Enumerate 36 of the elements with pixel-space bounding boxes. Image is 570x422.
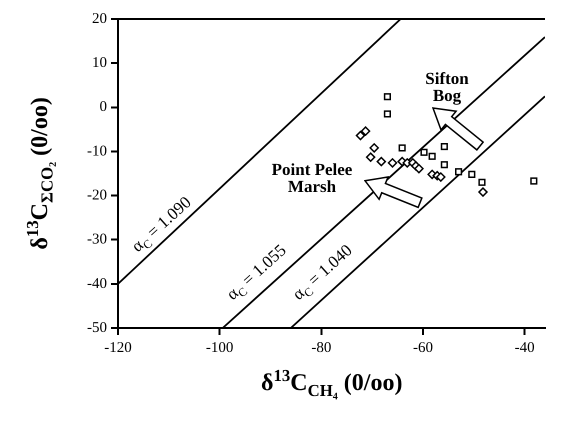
y-tick-label: -50 bbox=[87, 320, 107, 336]
point bbox=[428, 152, 436, 160]
point bbox=[360, 126, 370, 136]
y-tick-label: -30 bbox=[87, 232, 107, 248]
point bbox=[414, 164, 424, 174]
x-axis-title: δ$^{13}$C$_{CH₄}$ (0/oo) bbox=[261, 366, 402, 401]
point bbox=[384, 110, 391, 118]
point bbox=[478, 187, 488, 197]
x-tick-label: -100 bbox=[206, 340, 234, 356]
annotation: Point Pelee Marsh bbox=[270, 160, 354, 196]
x-tick-label: -40 bbox=[514, 340, 535, 356]
point bbox=[376, 156, 386, 166]
y-tick-label: 20 bbox=[92, 10, 107, 27]
y-tick-label: -40 bbox=[87, 276, 107, 292]
point bbox=[420, 148, 428, 156]
point bbox=[398, 144, 406, 152]
point bbox=[455, 168, 462, 176]
y-tick-label: 10 bbox=[92, 55, 107, 72]
point bbox=[530, 177, 538, 185]
point bbox=[366, 152, 376, 162]
point bbox=[468, 170, 476, 178]
point bbox=[436, 172, 446, 182]
annotation: Sifton Bog bbox=[424, 69, 470, 105]
point bbox=[440, 142, 448, 150]
y-tick-label: -10 bbox=[87, 143, 107, 160]
point bbox=[369, 143, 379, 153]
point bbox=[388, 158, 398, 168]
point bbox=[440, 161, 448, 168]
point bbox=[356, 130, 366, 140]
x-tick-label: -60 bbox=[413, 340, 433, 356]
point bbox=[384, 93, 391, 100]
y-tick-label: -20 bbox=[87, 188, 107, 204]
x-tick-label: -120 bbox=[104, 340, 132, 356]
x-tick-label: -80 bbox=[311, 340, 332, 356]
y-tick-label: 0 bbox=[100, 99, 107, 116]
point bbox=[478, 178, 486, 186]
